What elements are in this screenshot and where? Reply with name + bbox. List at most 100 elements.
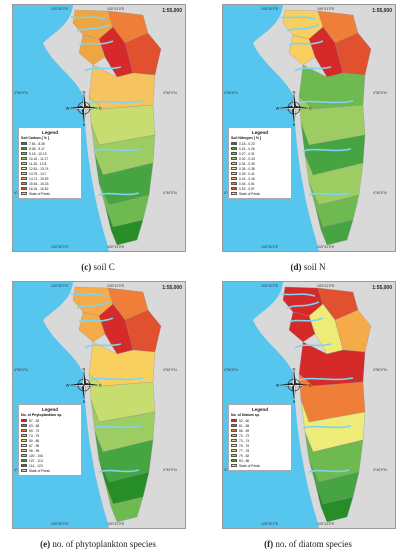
- map-legend: Legend No. of Diatom sp. 52 - 60 61 - 65 6…: [228, 404, 292, 471]
- legend-swatch: [231, 459, 237, 463]
- legend-swatch: [21, 434, 27, 438]
- map-legend: Legend Soil Nitrogen [ % ] 0.18 - 0.23 0.…: [228, 127, 292, 199]
- legend-label: 15.54 - 16.33: [29, 182, 48, 186]
- compass-rose-icon: N S W E: [276, 90, 312, 126]
- latitude-label-right-upper: 4°50'0"N: [163, 368, 177, 372]
- legend-subtitle: No. of Diatom sp.: [231, 413, 289, 417]
- longitude-label-bottom-left: 100°30'0"E: [51, 245, 68, 249]
- legend-swatch: [21, 459, 27, 463]
- svg-text:N: N: [293, 367, 296, 372]
- legend-swatch: [21, 142, 27, 146]
- legend-swatch: [231, 187, 237, 191]
- legend-swatch: [231, 177, 237, 181]
- legend-swatch: [231, 152, 237, 156]
- compass-rose-icon: N S W E: [66, 90, 102, 126]
- legend-swatch: [21, 167, 27, 171]
- latitude-label-left-upper: 4°50'0"N: [224, 91, 238, 95]
- legend-label: 79 - 82: [239, 454, 249, 458]
- legend-swatch: [231, 182, 237, 186]
- legend-label: 12.81 - 13.74: [29, 167, 48, 171]
- longitude-label-top-right: 100°41'0"E: [107, 284, 124, 288]
- legend-swatch: [231, 464, 237, 468]
- svg-text:N: N: [83, 90, 86, 95]
- legend-swatch: [21, 147, 27, 151]
- legend-label: 96 - 99: [29, 449, 39, 453]
- legend-swatch: [231, 444, 237, 448]
- longitude-label-bottom-left: 100°30'0"E: [261, 522, 278, 526]
- longitude-label-bottom-right: 100°41'0"E: [317, 522, 334, 526]
- legend-label: 16.34 - 16.82: [29, 187, 48, 191]
- latitude-label-right-lower: 4°40'0"N: [163, 468, 177, 472]
- legend-title: Legend: [231, 407, 289, 412]
- longitude-label-top-left: 100°30'0"E: [51, 7, 68, 11]
- legend-label: State of Perak: [29, 469, 50, 473]
- legend-swatch: [21, 464, 27, 468]
- legend-swatch: [231, 142, 237, 146]
- legend-subtitle: Soil Carbon [ % ]: [21, 136, 79, 140]
- legend-label: 100 - 106: [29, 454, 43, 458]
- legend-label: 114 - 123: [29, 464, 43, 468]
- legend-item-state: State of Perak: [231, 191, 289, 196]
- latitude-label-right-lower: 4°40'0"N: [373, 191, 387, 195]
- legend-swatch: [231, 449, 237, 453]
- latitude-label-left-upper: 4°50'0"N: [224, 368, 238, 372]
- legend-label: 0.39 - 0.41: [239, 172, 255, 176]
- legend-label: 7.84 - 8.38: [29, 142, 45, 146]
- legend-item-state: State of Perak: [21, 191, 79, 196]
- compass-rose-icon: N S W E: [276, 367, 312, 403]
- legend-swatch: [21, 152, 27, 156]
- legend-label: State of Perak: [239, 464, 260, 468]
- longitude-label-top-right: 100°41'0"E: [107, 7, 124, 11]
- legend-subtitle: No. of Phytoplankton sp.: [21, 413, 79, 417]
- longitude-label-bottom-right: 100°41'0"E: [317, 245, 334, 249]
- longitude-label-top-right: 100°41'0"E: [317, 284, 334, 288]
- longitude-label-bottom-right: 100°41'0"E: [107, 522, 124, 526]
- legend-swatch: [21, 419, 27, 423]
- legend-label: 107 - 113: [29, 459, 43, 463]
- svg-text:N: N: [83, 367, 86, 372]
- caption-text: no. of diatom species: [275, 539, 351, 549]
- svg-text:N: N: [293, 90, 296, 95]
- legend-swatch: [21, 444, 27, 448]
- longitude-label-top-right: 100°41'0"E: [317, 7, 334, 11]
- svg-text:E: E: [309, 383, 312, 388]
- legend-label: 70 - 72: [239, 434, 249, 438]
- panel-caption: (e) no. of phytoplankton species: [0, 539, 198, 549]
- legend-swatch: [21, 469, 27, 473]
- latitude-label-right-lower: 4°40'0"N: [163, 191, 177, 195]
- legend-swatch: [231, 147, 237, 151]
- legend-swatch: [231, 192, 237, 196]
- map-legend: Legend Soil Carbon [ % ] 7.84 - 8.38 8.38…: [18, 127, 82, 199]
- legend-label: State of Perak: [239, 192, 260, 196]
- longitude-label-top-left: 100°30'0"E: [261, 284, 278, 288]
- scale-label: 1:55,000: [372, 285, 392, 291]
- longitude-label-bottom-left: 100°30'0"E: [51, 522, 68, 526]
- legend-swatch: [21, 187, 27, 191]
- latitude-label-left-upper: 4°50'0"N: [14, 91, 28, 95]
- legend-swatch: [231, 454, 237, 458]
- latitude-label-left-upper: 4°50'0"N: [14, 368, 28, 372]
- caption-letter: (c): [81, 262, 91, 272]
- legend-item-state: State of Perak: [231, 463, 289, 468]
- legend-swatch: [231, 439, 237, 443]
- legend-title: Legend: [21, 407, 79, 412]
- legend-label: 52 - 60: [239, 419, 249, 423]
- legend-label: 8.38 - 9.17: [29, 147, 45, 151]
- legend-label: 61 - 65: [239, 424, 249, 428]
- legend-label: 63 - 68: [29, 424, 39, 428]
- legend-label: 87 - 95: [29, 444, 39, 448]
- latitude-label-right-lower: 4°40'0"N: [373, 468, 387, 472]
- legend-swatch: [21, 157, 27, 161]
- compass-rose-icon: N S W E: [66, 367, 102, 403]
- legend-label: 77 - 78: [239, 449, 249, 453]
- legend-item-state: State of Perak: [21, 468, 79, 473]
- caption-letter: (f): [264, 539, 273, 549]
- svg-text:W: W: [276, 106, 280, 111]
- legend-label: 74 - 79: [29, 434, 39, 438]
- caption-text: soil N: [304, 262, 326, 272]
- legend-swatch: [231, 172, 237, 176]
- map-legend: Legend No. of Phytoplankton sp. 57 - 62 6…: [18, 404, 82, 476]
- legend-swatch: [231, 434, 237, 438]
- legend-label: 0.34 - 0.35: [239, 162, 255, 166]
- legend-label: 69 - 73: [29, 429, 39, 433]
